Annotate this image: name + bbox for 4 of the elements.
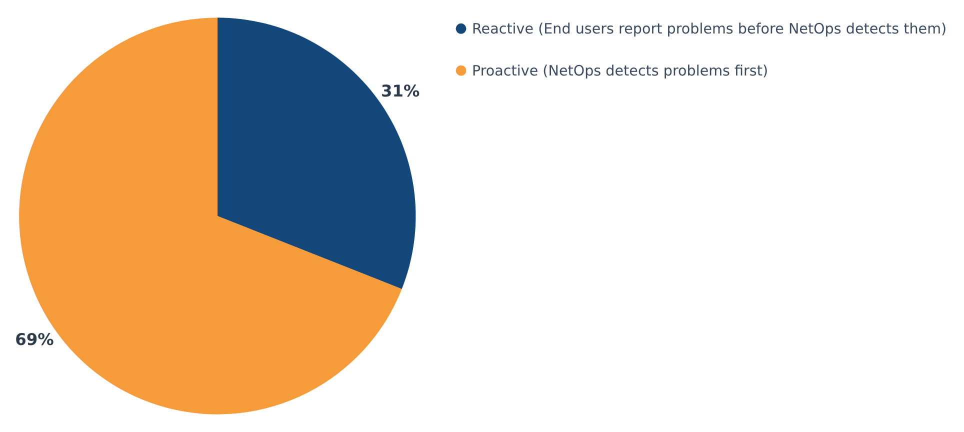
data-label: 31% — [380, 81, 420, 100]
data-label: 69% — [15, 330, 54, 350]
legend-label: Reactive (End users report problems before NetOps detects them) — [472, 21, 947, 38]
legend-label: Proactive (NetOps detects problems first) — [472, 63, 768, 80]
